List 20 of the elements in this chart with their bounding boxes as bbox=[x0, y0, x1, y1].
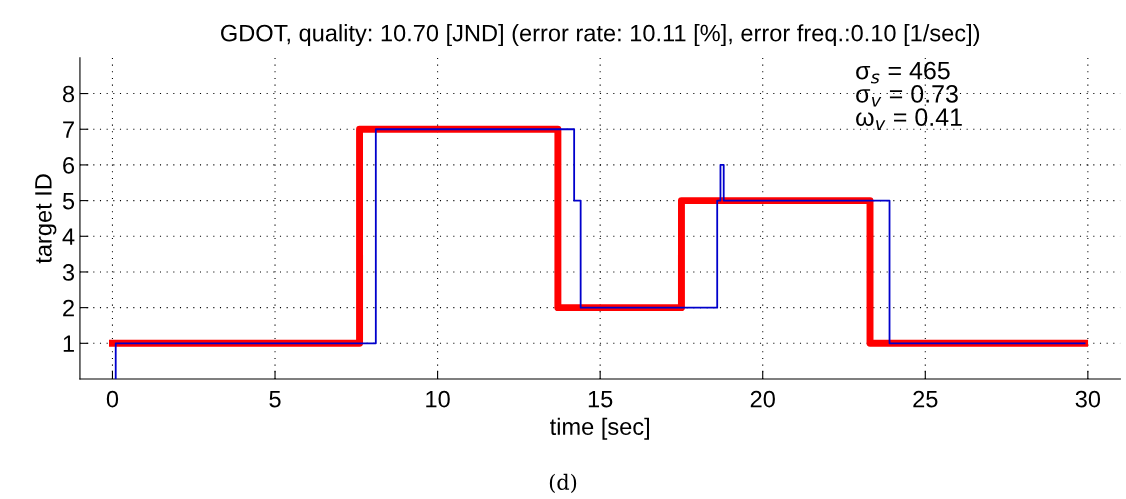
y-tick-label: 5 bbox=[62, 192, 75, 210]
y-tick-label: 1 bbox=[63, 335, 74, 352]
x-tick-label: 10 bbox=[426, 390, 450, 408]
x-tick-label: 25 bbox=[913, 390, 938, 408]
x-tick-label: 0 bbox=[106, 390, 119, 408]
x-tick-label: 20 bbox=[750, 390, 775, 408]
x-tick-label: 5 bbox=[269, 390, 281, 408]
x-axis-title: time [sec] bbox=[550, 417, 649, 440]
y-tick-label: 4 bbox=[62, 228, 75, 245]
chart-title: GDOT, quality: 10.70 [JND] (error rate: 10.11 [%], error freq.:0.10 [1/sec]) bbox=[221, 24, 980, 47]
y-tick-label: 2 bbox=[63, 299, 74, 317]
x-tick-label: 15 bbox=[588, 390, 613, 408]
text: σ$_{s}$ = 465 σ$_{v}$ = 0.73 ω$_{v}$ = 0.41 bbox=[856, 61, 962, 130]
text: (d) bbox=[549, 473, 577, 493]
y-tick-label: 8 bbox=[62, 85, 75, 103]
y-axis-title: target ID bbox=[35, 174, 57, 264]
x-tick-label: 30 bbox=[1075, 390, 1101, 408]
y-tick-label: 7 bbox=[63, 121, 74, 138]
y-tick-label: 6 bbox=[63, 156, 75, 174]
y-tick-label: 3 bbox=[62, 264, 75, 281]
